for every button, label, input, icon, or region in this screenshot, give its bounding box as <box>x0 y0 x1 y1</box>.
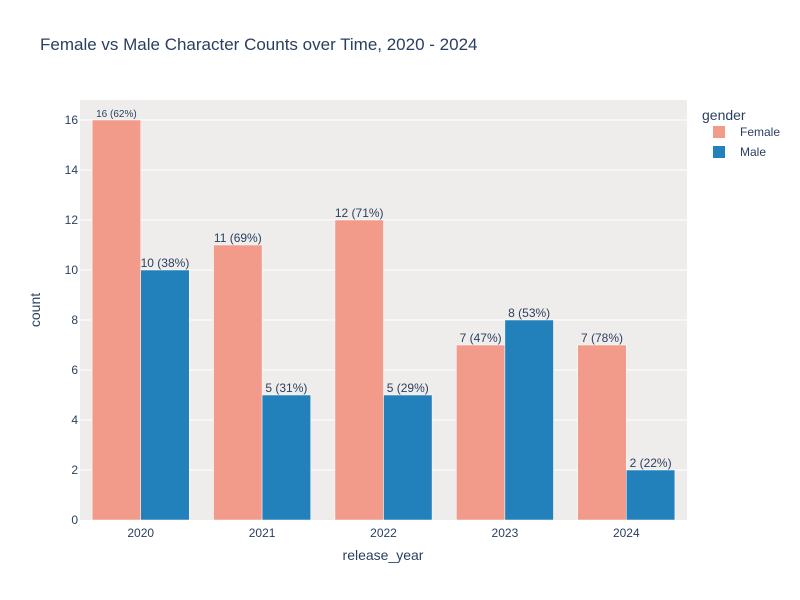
bar <box>334 219 384 521</box>
legend-title: gender <box>702 107 746 123</box>
legend: gender Female Male <box>702 107 780 159</box>
bar <box>383 394 433 521</box>
bar <box>456 344 506 521</box>
legend-label: Female <box>740 125 780 139</box>
legend-label: Male <box>740 145 766 159</box>
x-tick-label: 2024 <box>613 526 640 540</box>
y-tick-label: 14 <box>65 163 79 177</box>
y-tick-label: 16 <box>65 113 79 127</box>
bar-data-label: 8 (53%) <box>508 306 550 320</box>
bar-labels-group: 16 (62%) 10 (38%) 11 (69%) 5 (31%) 12 (71%) 5… <box>96 109 671 470</box>
bar-data-label: 12 (71%) <box>335 206 384 220</box>
bar <box>140 269 190 521</box>
x-axis-ticks: 2020 2021 2022 2023 2024 <box>127 526 640 540</box>
y-axis-ticks: 0 2 4 6 8 10 12 14 16 <box>65 113 79 527</box>
legend-swatch <box>713 146 725 158</box>
y-tick-label: 12 <box>65 213 79 227</box>
x-tick-label: 2022 <box>370 526 397 540</box>
x-axis-title: release_year <box>343 547 424 563</box>
bar-data-label: 16 (62%) <box>96 109 137 120</box>
bar <box>261 394 311 521</box>
bar-data-label: 7 (78%) <box>581 331 623 345</box>
bars-group <box>91 119 676 521</box>
y-tick-label: 0 <box>71 513 78 527</box>
bar <box>577 344 627 521</box>
bar-data-label: 7 (47%) <box>460 331 502 345</box>
x-tick-label: 2020 <box>127 526 154 540</box>
x-tick-label: 2021 <box>249 526 276 540</box>
y-tick-label: 6 <box>71 363 78 377</box>
y-tick-label: 2 <box>71 463 78 477</box>
legend-swatch <box>713 126 725 138</box>
x-tick-label: 2023 <box>492 526 519 540</box>
bar <box>504 319 554 521</box>
y-tick-label: 4 <box>71 413 78 427</box>
bar-data-label: 5 (29%) <box>387 381 429 395</box>
bar-data-label: 10 (38%) <box>141 256 190 270</box>
y-tick-label: 8 <box>71 313 78 327</box>
bar-data-label: 11 (69%) <box>214 231 262 245</box>
bar <box>626 469 676 521</box>
bar-data-label: 2 (22%) <box>630 456 672 470</box>
bar <box>213 244 263 521</box>
bar-data-label: 5 (31%) <box>265 381 307 395</box>
chart-title: Female vs Male Character Counts over Tim… <box>40 35 477 54</box>
y-tick-label: 10 <box>65 263 79 277</box>
y-axis-title: count <box>27 293 43 327</box>
bar <box>91 119 141 521</box>
